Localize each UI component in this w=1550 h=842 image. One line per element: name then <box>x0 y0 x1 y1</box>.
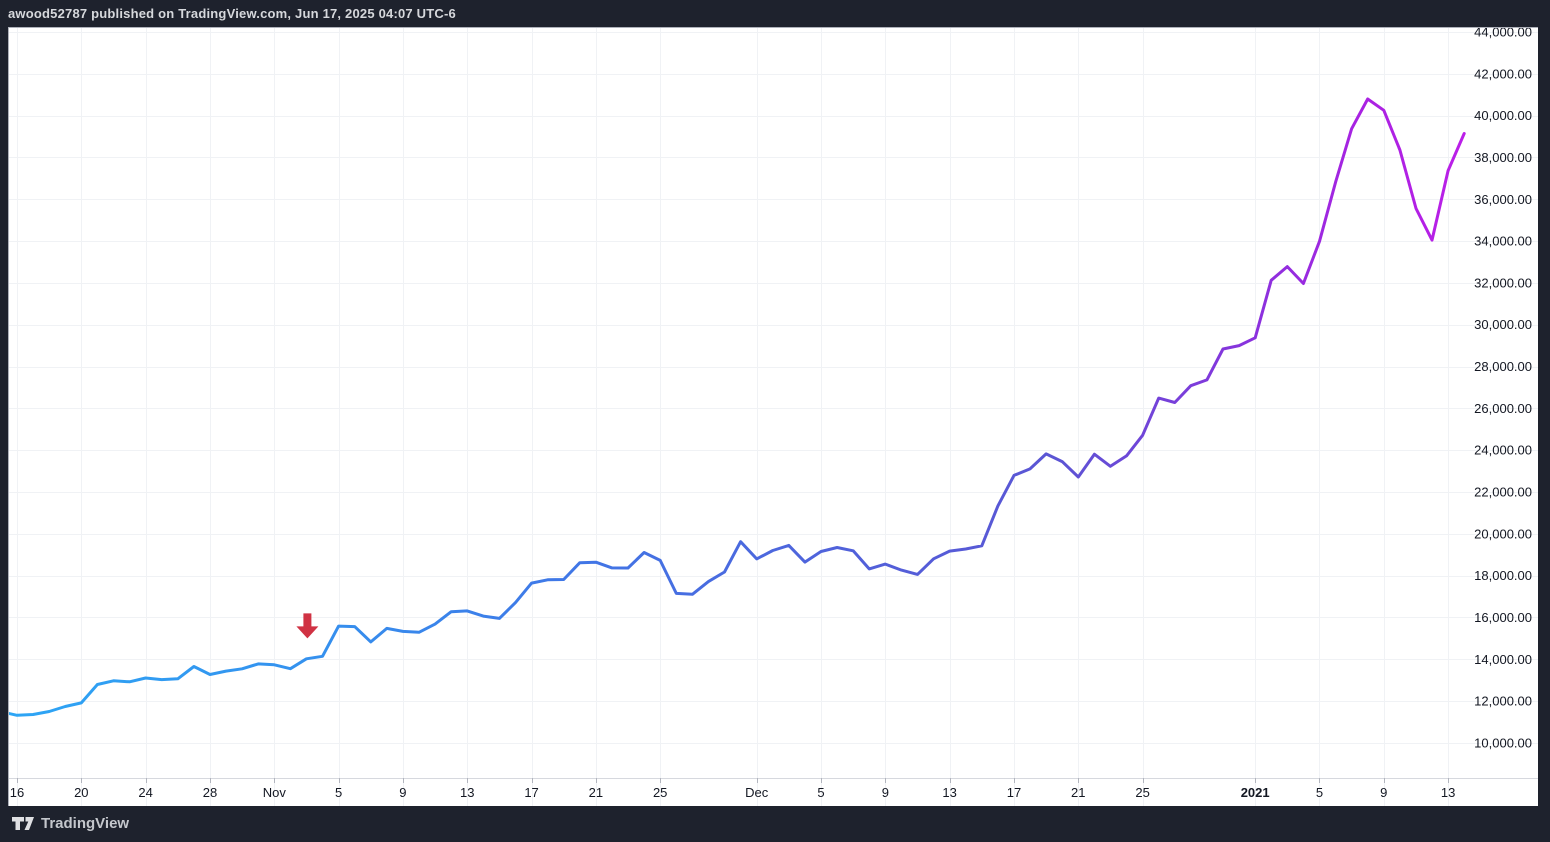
time-tick-label: 25 <box>653 785 667 800</box>
price-tick-label: 16,000.00 <box>1474 610 1532 625</box>
tradingview-link[interactable]: TradingView <box>12 815 129 832</box>
price-tick-label: 12,000.00 <box>1474 694 1532 709</box>
price-tick-label: 36,000.00 <box>1474 192 1532 207</box>
price-tick-label: 30,000.00 <box>1474 317 1532 332</box>
time-tick-label: 13 <box>942 785 956 800</box>
price-tick-label: 20,000.00 <box>1474 526 1532 541</box>
price-tick-label: 42,000.00 <box>1474 66 1532 81</box>
time-tick-label: 21 <box>1071 785 1085 800</box>
price-tick-label: 10,000.00 <box>1474 735 1532 750</box>
price-tick-label: 32,000.00 <box>1474 275 1532 290</box>
price-axis[interactable]: 44,000.00 42,000.00 40,000.00 38,000.00 36,0… <box>1474 28 1532 750</box>
time-tick-label: 25 <box>1135 785 1149 800</box>
publish-bar: awood52787 published on TradingView.com,… <box>0 0 1550 27</box>
time-tick-label: 5 <box>817 785 824 800</box>
gridlines <box>9 28 1538 806</box>
time-tick-label: 2021 <box>1241 785 1270 800</box>
price-tick-label: 40,000.00 <box>1474 108 1532 123</box>
price-tick-label: 24,000.00 <box>1474 443 1532 458</box>
price-tick-label: 34,000.00 <box>1474 234 1532 249</box>
time-tick-label: Dec <box>745 785 769 800</box>
price-tick-label: 28,000.00 <box>1474 359 1532 374</box>
time-tick-label: 20 <box>74 785 88 800</box>
time-tick-label: 28 <box>203 785 217 800</box>
sell-marker-arrow-icon[interactable] <box>296 613 319 639</box>
time-tick-label: 16 <box>10 785 24 800</box>
time-tick-label: 17 <box>524 785 538 800</box>
time-axis[interactable]: 16 20 24 28 Nov 5 9 13 17 21 25 Dec 5 9 13 17 21 25 2021 5 9… <box>9 778 1538 800</box>
time-tick-label: 24 <box>138 785 152 800</box>
time-tick-label: 9 <box>399 785 406 800</box>
price-tick-label: 38,000.00 <box>1474 150 1532 165</box>
price-line <box>9 97 1466 717</box>
time-tick-label: 21 <box>589 785 603 800</box>
time-tick-label: 17 <box>1007 785 1021 800</box>
chart-area: 16 20 24 28 Nov 5 9 13 17 21 25 Dec 5 9 13 17 21 25 2021 5 9… <box>8 27 1538 806</box>
footer-bar: TradingView <box>0 805 1550 842</box>
time-tick-label: 9 <box>1380 785 1387 800</box>
tradingview-logo-text: TradingView <box>41 815 130 832</box>
price-tick-label: 22,000.00 <box>1474 485 1532 500</box>
price-tick-label: 18,000.00 <box>1474 568 1532 583</box>
time-tick-label: 13 <box>1441 785 1455 800</box>
tradingview-logo-icon <box>12 816 34 830</box>
price-tick-label: 14,000.00 <box>1474 652 1532 667</box>
time-tick-label: 9 <box>882 785 889 800</box>
publish-text: awood52787 published on TradingView.com,… <box>8 6 456 21</box>
time-tick-label: 13 <box>460 785 474 800</box>
time-tick-label: Nov <box>263 785 287 800</box>
chart-canvas[interactable]: 16 20 24 28 Nov 5 9 13 17 21 25 Dec 5 9 13 17 21 25 2021 5 9… <box>9 28 1538 806</box>
price-tick-label: 26,000.00 <box>1474 401 1532 416</box>
time-tick-label: 5 <box>1316 785 1323 800</box>
time-tick-label: 5 <box>335 785 342 800</box>
price-tick-label: 44,000.00 <box>1474 28 1532 40</box>
